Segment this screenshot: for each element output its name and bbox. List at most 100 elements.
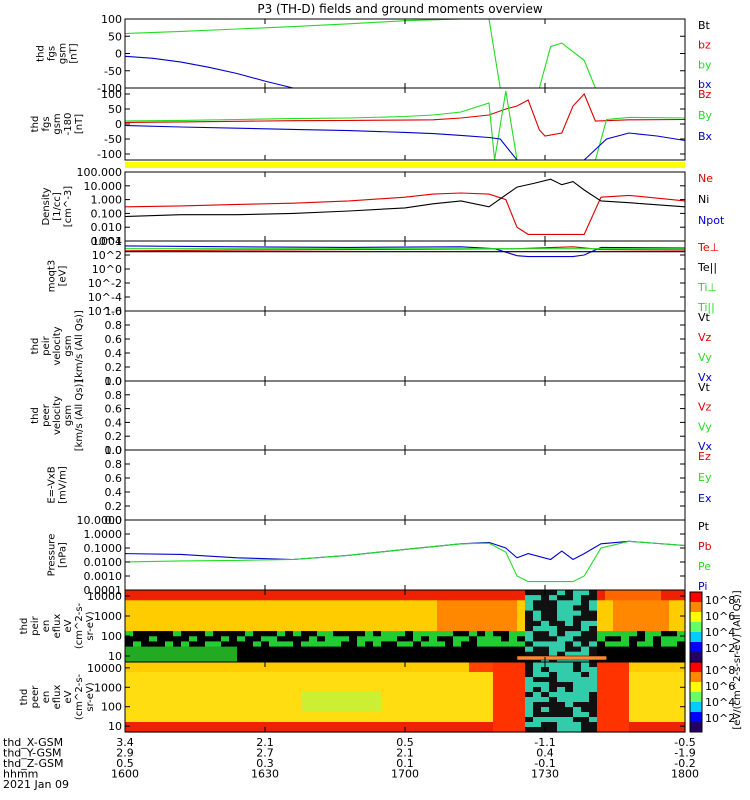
spectrogram-cell [181, 641, 190, 648]
spectrogram-cell [661, 646, 670, 653]
spectrogram-cell [245, 631, 254, 637]
spectrogram-cell [573, 712, 582, 718]
spectrogram-cell [213, 641, 222, 648]
spectrogram-cell [213, 651, 222, 658]
panel-frame [124, 18, 686, 89]
spectrogram-cell [341, 667, 350, 673]
spectrogram-cell [325, 697, 334, 703]
spectrogram-cell [317, 687, 326, 693]
spectrogram-cell [669, 717, 678, 723]
spectrogram-cell [565, 626, 574, 632]
legend-entry: Vx [698, 440, 713, 453]
spectrogram-cell [317, 712, 326, 718]
spectrogram-cell [557, 682, 566, 688]
spectrogram-cell [565, 631, 574, 637]
spectrogram-cell [637, 605, 646, 612]
spectrogram-cell [477, 667, 486, 673]
spectrogram-cell [229, 631, 238, 637]
spectrogram-cell [557, 717, 566, 723]
spectrogram-cell [213, 656, 222, 663]
spectrogram-cell [389, 646, 398, 653]
spectrogram-cell [365, 707, 374, 713]
spectrogram-cell [429, 697, 438, 703]
spectrogram-cell [517, 677, 526, 683]
spectrogram-cell [629, 610, 638, 617]
spectrogram-cell [365, 717, 374, 723]
spectrogram-cell [613, 656, 622, 663]
spectrogram-cell [445, 712, 454, 718]
spectrogram-cell [157, 641, 166, 648]
spectrogram-cell [597, 615, 606, 622]
spectrogram-cell [293, 727, 302, 733]
spectrogram-cell [253, 646, 262, 653]
spectrogram-cell [389, 636, 398, 642]
spectrogram-cell [477, 692, 486, 698]
spectrogram-cell [301, 651, 310, 658]
spectrogram-cell [453, 636, 462, 642]
spectrogram-cell [477, 677, 486, 683]
spectrogram-cell [533, 651, 542, 658]
spectrogram-cell [469, 626, 478, 632]
spectrogram-cell [493, 707, 502, 713]
y-tick-label: 10^4 [92, 235, 122, 248]
spectrogram-cell [421, 682, 430, 688]
spectrogram-cell [581, 687, 590, 693]
spectrogram-cell [549, 712, 558, 718]
spectrogram-cell [357, 615, 366, 622]
spectrogram-cell [229, 702, 238, 708]
spectrogram-cell [333, 620, 342, 627]
spectrogram-cell [181, 672, 190, 678]
spectrogram-cell [405, 626, 414, 632]
spectrogram-cell [653, 667, 662, 673]
orbit-value: 0.5 [396, 736, 414, 749]
spectrogram-cell [397, 656, 406, 663]
spectrogram-cell [189, 656, 198, 663]
spectrogram-cell [181, 667, 190, 673]
spectrogram-cell [133, 636, 142, 642]
spectrogram-cell [437, 590, 446, 596]
spectrogram-cell [613, 641, 622, 648]
spectrogram-cell [533, 641, 542, 648]
spectrogram-cell [157, 651, 166, 658]
spectrogram-cell [357, 651, 366, 658]
spectrogram-cell [501, 662, 510, 668]
spectrogram-cell [157, 636, 166, 642]
spectrogram-cell [269, 651, 278, 658]
spectrogram-cell [429, 631, 438, 637]
spectrogram-cell [309, 651, 318, 658]
spectrogram-cell [389, 590, 398, 596]
spectrogram-cell [125, 600, 134, 606]
spectrogram-cell [581, 712, 590, 718]
spectrogram-cell [173, 615, 182, 622]
spectrogram-cell [509, 687, 518, 693]
spectrogram-cell [453, 595, 462, 601]
spectrogram-cell [157, 656, 166, 663]
y-axis-label: [nPa] [58, 542, 69, 568]
y-tick-label: -50 [104, 133, 122, 146]
spectrogram-cell [373, 672, 382, 678]
colorbar-swatch [690, 642, 702, 653]
spectrogram-cell [301, 727, 310, 733]
spectrogram-cell [277, 651, 286, 658]
spectrogram-cell [565, 692, 574, 698]
spectrogram-cell [445, 692, 454, 698]
spectrogram-cell [341, 697, 350, 703]
spectrogram-cell [613, 646, 622, 653]
spectrogram-cell [469, 672, 478, 678]
spectrogram-cell [197, 610, 206, 617]
y-tick-label: 0.6 [105, 403, 123, 416]
y-axis-label: thd [30, 116, 41, 133]
spectrogram-cell [125, 626, 134, 632]
spectrogram-cell [677, 656, 686, 663]
spectrogram-cell [573, 615, 582, 622]
spectrogram-cell [421, 641, 430, 648]
spectrogram-cell [357, 692, 366, 698]
spectrogram-cell [613, 662, 622, 668]
spectrogram-cell [389, 626, 398, 632]
spectrogram-cell [181, 722, 190, 728]
spectrogram-cell [437, 631, 446, 637]
spectrogram-cell [541, 615, 550, 622]
legend-entry: Ey [698, 471, 712, 484]
spectrogram-cell [509, 651, 518, 658]
spectrogram-cell [317, 656, 326, 663]
